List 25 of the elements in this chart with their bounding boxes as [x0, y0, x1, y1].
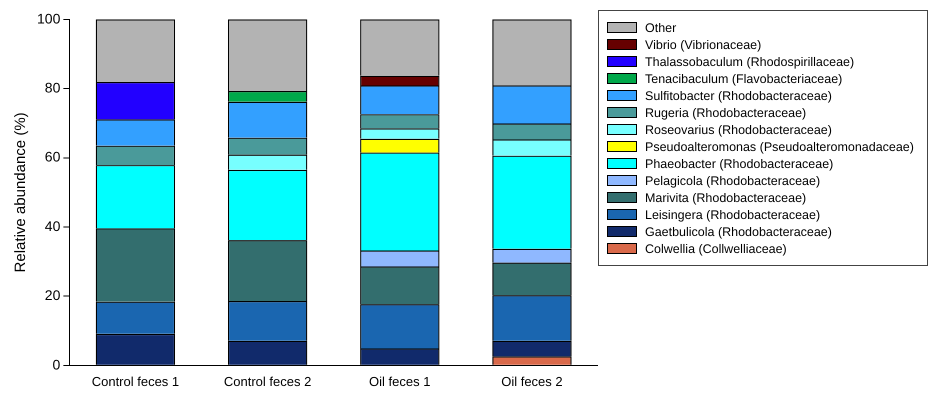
legend-label: Tenacibaculum (Flavobacteriaceae) — [645, 72, 842, 86]
legend-label: Pseudoalteromonas (Pseudoalteromonadaceae) — [645, 140, 914, 154]
y-tick-label: 40 — [44, 218, 61, 234]
x-tick-label: Control feces 2 — [224, 374, 312, 389]
y-tick-label: 100 — [37, 10, 61, 26]
y-tick-label: 20 — [44, 287, 61, 304]
legend-label: Phaeobacter (Rhodobacteraceae) — [645, 156, 834, 170]
legend-label: Vibrio (Vibrionaceae) — [645, 38, 762, 52]
legend-label: Gaetbulicola (Rhodobacteraceae) — [645, 224, 832, 238]
y-axis-title: Relative abundance (%) — [12, 112, 30, 272]
legend-label: Sulfitobacter (Rhodobacteraceae) — [645, 88, 832, 102]
legend-label: Leisingera (Rhodobacteraceae) — [645, 208, 820, 222]
legend-label: Marivita (Rhodobacteraceae) — [645, 190, 806, 204]
legend-label: Roseovarius (Rhodobacteraceae) — [645, 122, 832, 136]
legend-label: Other — [645, 20, 676, 34]
y-tick-label: 0 — [52, 356, 61, 372]
x-tick-label: Oil feces 1 — [369, 374, 430, 389]
x-tick-label: Control feces 1 — [92, 374, 180, 389]
x-tick-label: Oil feces 2 — [501, 374, 563, 389]
legend-label: Pelagicola (Rhodobacteraceae) — [645, 174, 820, 188]
y-tick-label: 60 — [44, 148, 61, 165]
y-tick-label: 80 — [44, 79, 61, 96]
legend-label: Rugeria (Rhodobacteraceae) — [645, 106, 806, 120]
legend-label: Colwellia (Collwelliaceae) — [645, 242, 787, 256]
legend-label: Thalassobaculum (Rhodospirillaceae) — [645, 54, 854, 68]
